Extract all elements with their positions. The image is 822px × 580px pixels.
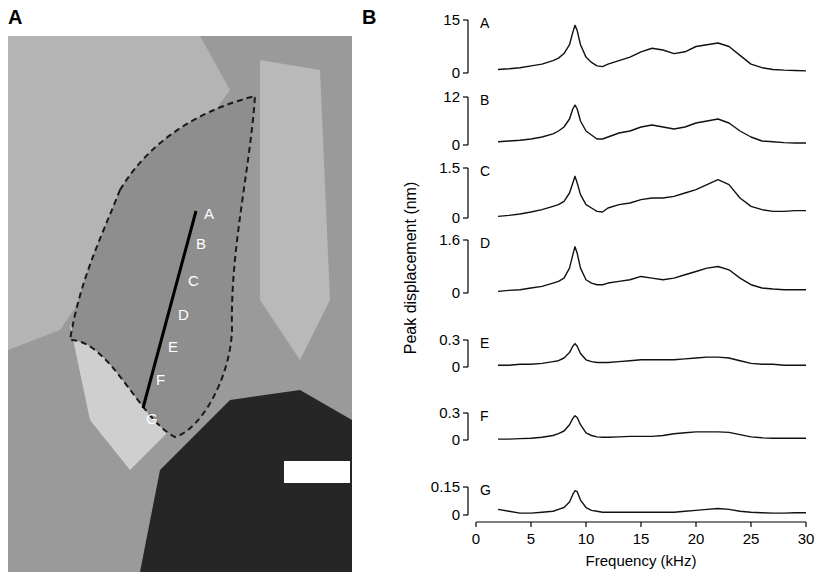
y-tick-label: 0 (452, 506, 460, 523)
y-tick (463, 239, 468, 240)
point-label: C (188, 272, 199, 289)
x-tick-label: 10 (578, 530, 595, 547)
point-label: E (168, 338, 178, 355)
plot-area (498, 247, 806, 292)
plot-area (498, 105, 806, 143)
y-tick (463, 217, 468, 218)
y-tick-label: 0 (452, 209, 460, 226)
y-axis (467, 97, 468, 145)
spectrum-panel: 0 0.3 F (439, 404, 806, 448)
y-axis (467, 487, 468, 515)
plot-area (498, 491, 806, 513)
x-tick (475, 522, 476, 527)
spectrum-line (498, 176, 806, 216)
membrane-outline (70, 96, 255, 437)
y-tick-label: 1.6 (439, 231, 460, 248)
panel-letter: A (8, 6, 22, 28)
y-tick (463, 72, 468, 73)
membrane (70, 96, 255, 437)
y-tick-label: 0.15 (431, 478, 460, 495)
y-tick (463, 514, 468, 515)
y-tick (463, 96, 468, 97)
trace-letter: D (480, 235, 490, 251)
y-tick (463, 144, 468, 145)
spectrum-panel: 0 0.3 E (439, 331, 806, 375)
figure: ABCDEFGAB015A012B01.5C01.6D00.3E00.3F00.… (0, 0, 822, 580)
spectrum-line (498, 344, 806, 366)
y-tick-label: 1.5 (439, 159, 460, 176)
y-axis (467, 20, 468, 73)
x-tick-label: 15 (633, 530, 650, 547)
y-tick-label: 0 (452, 284, 460, 301)
x-tick-label: 25 (743, 530, 760, 547)
x-tick-label: 5 (527, 530, 535, 547)
spectrum-panel: 0 1.6 D (439, 231, 806, 301)
x-tick-label: 20 (688, 530, 705, 547)
scan-line (143, 211, 196, 408)
y-tick (463, 19, 468, 20)
trace-letter: F (480, 408, 489, 424)
x-tick (695, 522, 696, 527)
x-tick-label: 30 (798, 530, 815, 547)
spectrum-line (498, 247, 806, 292)
point-label: D (178, 306, 189, 323)
x-axis-title: Frequency (kHz) (586, 552, 697, 569)
spectrum-line (498, 416, 806, 439)
spectrum-panel: 0 0.15 0 5 10 15 20 25 30 Frequency (kHz) G (431, 478, 815, 569)
y-tick-label: 0 (452, 358, 460, 375)
spectrum-line (498, 105, 806, 143)
plot-area (498, 344, 806, 366)
y-tick (463, 292, 468, 293)
y-tick-label: 12 (443, 88, 460, 105)
y-tick (463, 167, 468, 168)
point-label: A (204, 205, 214, 222)
spectrum-line (498, 491, 806, 513)
photo-region (260, 60, 330, 360)
y-tick (463, 486, 468, 487)
point-label: G (146, 410, 158, 427)
x-tick (530, 522, 531, 527)
plot-area (498, 176, 806, 216)
plot-area (498, 416, 806, 439)
spectrum-panel: 0 15 A (443, 11, 806, 81)
x-tick (750, 522, 751, 527)
y-tick-label: 15 (443, 11, 460, 28)
trace-letter: B (480, 92, 489, 108)
panel-letter: B (362, 6, 376, 28)
y-tick (463, 339, 468, 340)
trace-letter: C (480, 163, 490, 179)
y-tick (463, 366, 468, 367)
y-tick (463, 439, 468, 440)
x-tick (585, 522, 586, 527)
spectrum-panel: 0 12 B (443, 88, 806, 153)
point-label: B (196, 235, 206, 252)
y-tick-label: 0.3 (439, 404, 460, 421)
x-tick (805, 522, 806, 527)
x-tick (640, 522, 641, 527)
scale-bar (284, 461, 350, 483)
trace-letter: A (480, 15, 490, 31)
spectrum-line (498, 25, 806, 71)
y-axis (467, 240, 468, 293)
y-tick-label: 0 (452, 431, 460, 448)
spectrum-panel: 0 1.5 C (439, 159, 806, 226)
x-tick-label: 0 (472, 530, 480, 547)
photo: AB CDEF G (8, 36, 352, 572)
photo-ground (8, 36, 352, 572)
plot-area (498, 25, 806, 71)
y-tick-label: 0 (452, 136, 460, 153)
y-tick-label: 0.3 (439, 331, 460, 348)
y-tick-label: 0 (452, 64, 460, 81)
y-axis (467, 168, 468, 218)
point-label: F (156, 371, 165, 388)
trace-letter: G (480, 482, 491, 498)
y-axis (467, 340, 468, 367)
y-axis (467, 413, 468, 440)
trace-letter: E (480, 335, 489, 351)
y-tick (463, 412, 468, 413)
y-axis-title: Peak displacement (nm) (402, 182, 419, 355)
